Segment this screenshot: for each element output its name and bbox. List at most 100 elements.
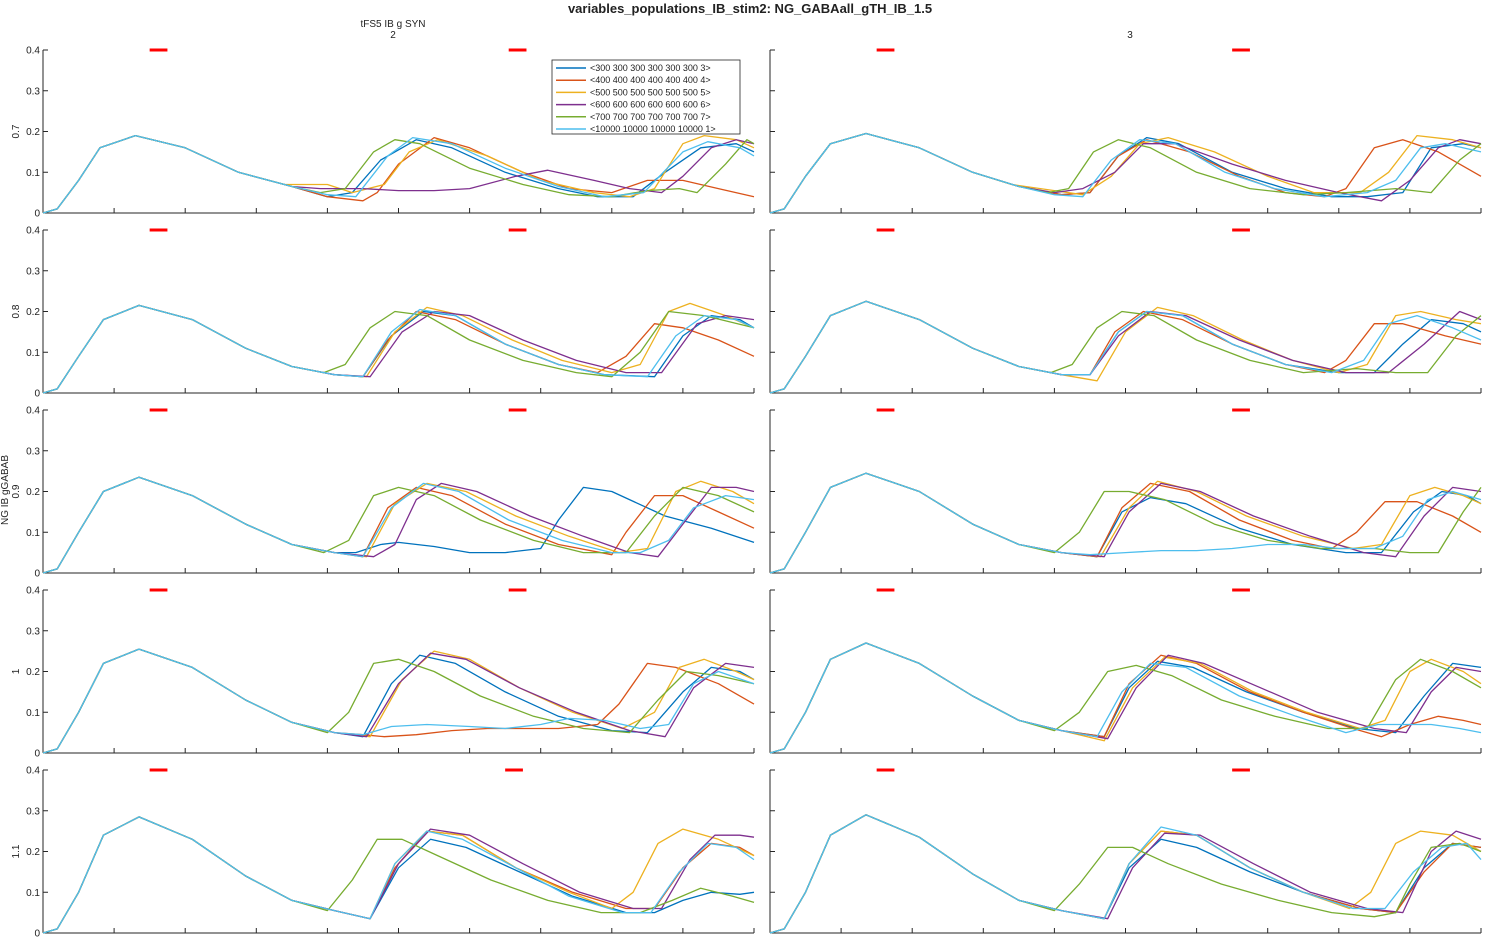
y-tick-label: 0.4 <box>26 46 40 57</box>
series-line-5 <box>42 816 755 934</box>
legend-entry: <500 500 500 500 500 500 5> <box>590 87 711 97</box>
y-tick-label: 0.1 <box>26 708 40 719</box>
series-line-1 <box>769 472 1482 574</box>
series-line-3 <box>42 134 755 214</box>
series-line-1 <box>42 816 755 934</box>
series-line-5 <box>769 642 1482 754</box>
series-line-5 <box>42 134 755 214</box>
series-line-1 <box>42 304 755 394</box>
panel-r1-c1 <box>769 228 1482 394</box>
panel-r3-c0: 0 0.1 0.2 0.3 0.4 1 <box>11 586 755 760</box>
panel-r2-c1 <box>769 408 1482 574</box>
series-line-3 <box>769 300 1482 394</box>
legend-box <box>551 59 741 135</box>
row-label: 0.8 <box>11 304 22 318</box>
series-line-6 <box>769 814 1482 934</box>
y-tick-label: 0.2 <box>26 307 40 318</box>
y-tick-label: 0.1 <box>26 168 40 179</box>
series-line-1 <box>42 134 755 214</box>
series-line-5 <box>769 132 1482 214</box>
series-line-4 <box>42 134 755 214</box>
legend-entry: <400 400 400 400 400 400 4> <box>590 75 711 85</box>
y-tick-label: 0.4 <box>26 586 40 597</box>
series-line-2 <box>42 648 755 754</box>
y-tick-label: 0 <box>34 929 40 938</box>
series-line-6 <box>42 476 755 574</box>
series-line-5 <box>42 304 755 394</box>
y-tick-label: 0 <box>34 389 40 400</box>
y-tick-label: 0.1 <box>26 528 40 539</box>
series-line-4 <box>42 816 755 934</box>
y-tick-label: 0.4 <box>26 406 40 417</box>
series-line-1 <box>769 814 1482 934</box>
row-param-label: NG IB gGABAB <box>0 455 11 525</box>
panel-r4-c0: 00.10.20.30.4020040060080010001200140016… <box>11 766 755 938</box>
column-title-1: 2 <box>390 30 396 41</box>
series-line-2 <box>769 472 1482 574</box>
legend-entry: <700 700 700 700 700 700 7> <box>590 112 711 122</box>
series-line-2 <box>42 304 755 394</box>
series-line-3 <box>769 642 1482 754</box>
y-tick-label: 0.4 <box>26 766 40 777</box>
series-line-6 <box>42 134 755 214</box>
legend-entry: <600 600 600 600 600 600 6> <box>590 100 711 110</box>
series-line-4 <box>42 304 755 394</box>
series-line-6 <box>42 304 755 394</box>
y-tick-label: 0.3 <box>26 86 40 97</box>
series-line-6 <box>769 132 1482 214</box>
legend-entry: <300 300 300 300 300 300 3> <box>590 63 711 73</box>
row-label: 1.1 <box>11 844 22 858</box>
row-label: 0.7 <box>11 124 22 138</box>
series-line-1 <box>769 642 1482 754</box>
y-tick-label: 0.1 <box>26 888 40 899</box>
y-tick-label: 0.3 <box>26 806 40 817</box>
series-line-2 <box>769 132 1482 214</box>
legend-entry: <10000 10000 10000 10000 1> <box>590 124 716 134</box>
series-line-2 <box>42 816 755 934</box>
panel-r2-c0: 0 0.1 0.2 0.3 0.4 0.9 <box>11 406 755 580</box>
series-line-1 <box>769 132 1482 214</box>
y-tick-label: 0.3 <box>26 446 40 457</box>
y-tick-label: 0.2 <box>26 847 40 858</box>
column-title-2: 3 <box>1127 30 1133 41</box>
series-line-2 <box>769 300 1482 394</box>
panel-r4-c1: 0200400600800100012001400160018002000 <box>769 768 1482 934</box>
legend: <300 300 300 300 300 300 3> <400 400 400 … <box>551 59 741 135</box>
panel-r0-c0: 0 0.1 0.2 0.3 0.4 0.7 <box>11 46 755 220</box>
series-line-2 <box>769 642 1482 754</box>
series-line-3 <box>769 472 1482 574</box>
series-line-2 <box>42 134 755 214</box>
series-line-6 <box>42 648 755 754</box>
y-tick-label: 0 <box>34 749 40 760</box>
column-param-label: tFS5 IB g SYN <box>360 19 425 30</box>
series-line-4 <box>769 132 1482 214</box>
series-line-5 <box>769 300 1482 394</box>
row-label: 1 <box>11 668 22 674</box>
row-label: 0.9 <box>11 484 22 498</box>
series-line-4 <box>769 642 1482 754</box>
series-line-3 <box>42 816 755 934</box>
series-line-5 <box>42 476 755 574</box>
y-tick-label: 0.4 <box>26 226 40 237</box>
y-tick-label: 0.3 <box>26 266 40 277</box>
series-line-1 <box>769 300 1482 394</box>
series-line-6 <box>769 642 1482 754</box>
series-line-3 <box>42 302 755 394</box>
panel-r3-c1 <box>769 588 1482 754</box>
series-line-4 <box>42 648 755 754</box>
series-line-6 <box>42 816 755 934</box>
figure-title: variables_populations_IB_stim2: NG_GABAa… <box>568 1 932 16</box>
panel-grid: 00.10.20.30.40.700.10.20.30.40.800.10.20… <box>11 46 1482 938</box>
y-tick-label: 0 <box>34 569 40 580</box>
y-tick-label: 0.2 <box>26 487 40 498</box>
series-line-6 <box>769 472 1482 574</box>
series-line-5 <box>42 648 755 754</box>
y-tick-label: 0.1 <box>26 348 40 359</box>
y-tick-label: 0 <box>34 209 40 220</box>
series-line-6 <box>769 300 1482 394</box>
series-line-4 <box>769 472 1482 574</box>
y-tick-label: 0.3 <box>26 626 40 637</box>
y-tick-label: 0.2 <box>26 667 40 678</box>
series-line-4 <box>769 300 1482 394</box>
